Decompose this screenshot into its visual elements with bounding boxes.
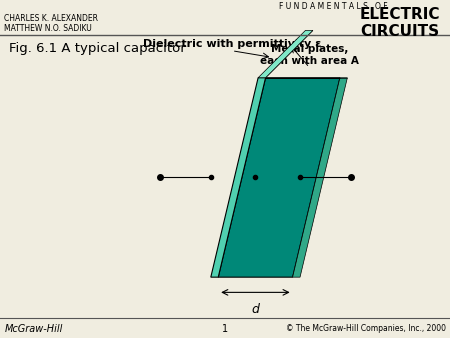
Text: McGraw-Hill: McGraw-Hill [4,324,63,335]
Polygon shape [266,30,313,78]
Text: F U N D A M E N T A L S   O F: F U N D A M E N T A L S O F [279,2,387,11]
Polygon shape [218,78,340,277]
Polygon shape [258,30,313,78]
Text: Dielectric with permittivity ε: Dielectric with permittivity ε [143,39,321,49]
Polygon shape [292,78,347,277]
Text: ELECTRIC
CIRCUITS: ELECTRIC CIRCUITS [360,7,441,39]
Text: Metal plates,
each with area A: Metal plates, each with area A [260,44,359,66]
Text: © The McGraw-Hill Companies, Inc., 2000: © The McGraw-Hill Companies, Inc., 2000 [285,324,446,334]
Text: 1: 1 [222,324,228,335]
Text: d: d [252,303,259,315]
Polygon shape [211,78,266,277]
Text: CHARLES K. ALEXANDER
MATTHEW N.O. SADIKU: CHARLES K. ALEXANDER MATTHEW N.O. SADIKU [4,14,99,33]
Text: Fig. 6.1 A typical capacitor: Fig. 6.1 A typical capacitor [9,42,186,55]
